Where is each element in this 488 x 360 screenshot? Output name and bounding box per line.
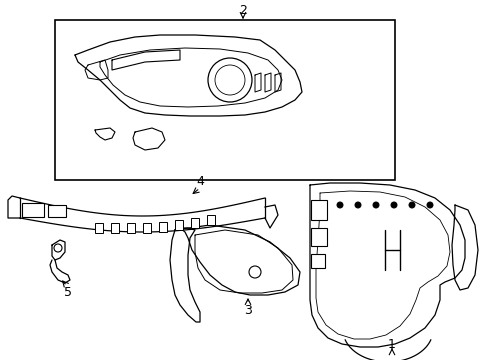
Circle shape	[336, 202, 342, 208]
Text: 1: 1	[387, 338, 395, 351]
Circle shape	[408, 202, 414, 208]
Bar	[127, 223, 135, 233]
Bar	[48, 205, 66, 217]
Bar	[142, 223, 151, 233]
Circle shape	[372, 202, 378, 208]
Circle shape	[426, 202, 432, 208]
Text: 2: 2	[239, 4, 246, 17]
Text: 4: 4	[196, 175, 203, 189]
Bar	[55, 20, 394, 180]
Text: 3: 3	[244, 303, 251, 316]
Bar	[175, 220, 183, 230]
Bar	[310, 200, 326, 220]
Circle shape	[354, 202, 360, 208]
Circle shape	[390, 202, 396, 208]
Bar	[310, 254, 325, 268]
Bar	[310, 228, 326, 246]
Bar	[159, 222, 167, 232]
Text: 5: 5	[64, 285, 72, 298]
Bar	[95, 223, 103, 233]
Bar	[191, 218, 199, 228]
Bar	[206, 215, 215, 225]
Bar	[111, 223, 119, 233]
Bar	[22, 203, 44, 217]
